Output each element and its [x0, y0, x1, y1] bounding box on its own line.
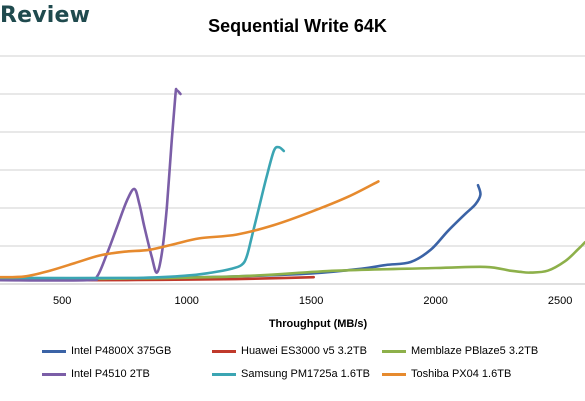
legend-swatch — [382, 349, 406, 353]
legend-label: Intel P4800X 375GB — [71, 345, 172, 357]
series-line-intel-p4510-2tb — [0, 87, 182, 282]
series-line-memblaze-pblaze5-3-2tb — [0, 240, 585, 281]
legend-label: Toshiba PX04 1.6TB — [411, 368, 512, 380]
chart-series-lines — [0, 87, 585, 282]
chart-gridlines — [0, 55, 585, 247]
legend-label: Samsung PM1725a 1.6TB — [241, 368, 371, 380]
brand-logo-text: Review — [0, 3, 91, 28]
legend-swatch — [212, 372, 236, 376]
legend-label: Memblaze PBlaze5 3.2TB — [411, 345, 539, 357]
legend-item: Memblaze PBlaze5 3.2TB — [382, 345, 572, 357]
x-tick-label: 2500 — [548, 295, 572, 307]
series-line-samsung-pm1725a-1-6tb — [0, 145, 286, 280]
legend-item: Samsung PM1725a 1.6TB — [212, 368, 382, 380]
legend-swatch — [42, 349, 66, 353]
legend-item: Intel P4510 2TB — [42, 368, 212, 380]
x-tick-label: 1500 — [299, 295, 323, 307]
x-tick-label: 1000 — [174, 295, 198, 307]
x-tick-label: 2000 — [423, 295, 447, 307]
legend-item: Toshiba PX04 1.6TB — [382, 368, 572, 380]
legend-swatch — [212, 349, 236, 353]
chart-title: Sequential Write 64K — [208, 16, 387, 36]
legend-label: Intel P4510 2TB — [71, 368, 150, 380]
series-line-toshiba-px04-1-6tb — [0, 180, 380, 279]
chart-legend: Intel P4800X 375GB Huawei ES3000 v5 3.2TB… — [42, 345, 585, 380]
x-tick-labels: 500 1000 1500 2000 2500 — [53, 295, 572, 307]
legend-label: Huawei ES3000 v5 3.2TB — [241, 345, 367, 357]
legend-swatch — [42, 372, 66, 376]
legend-swatch — [382, 372, 406, 376]
x-axis-label: Throughput (MB/s) — [269, 318, 368, 330]
x-tick-label: 500 — [53, 295, 71, 307]
legend-item: Intel P4800X 375GB — [42, 345, 212, 357]
legend-item: Huawei ES3000 v5 3.2TB — [212, 345, 382, 357]
